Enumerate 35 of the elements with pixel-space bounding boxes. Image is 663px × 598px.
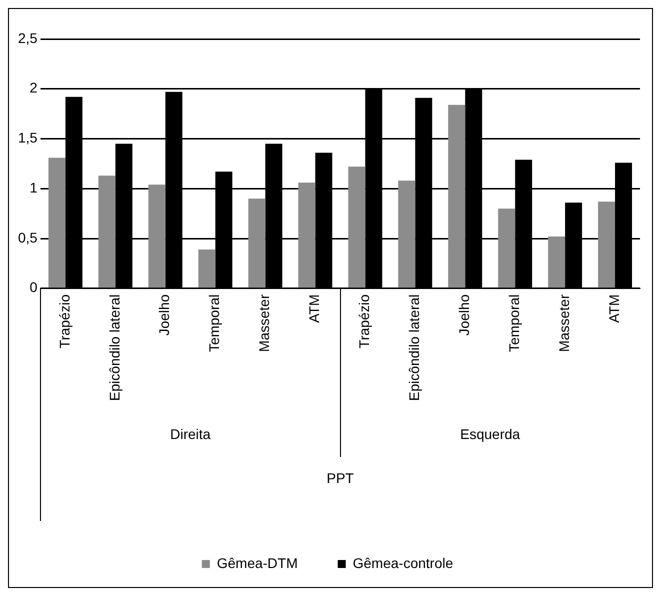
x-tick-label: Trapézio xyxy=(56,294,72,348)
bar xyxy=(48,158,66,288)
bar xyxy=(498,208,516,288)
x-tick-label: Joelho xyxy=(456,294,472,336)
text: Direita xyxy=(170,426,211,442)
bar xyxy=(298,182,316,288)
x-tick-label: Temporal xyxy=(506,294,522,352)
bar xyxy=(98,176,116,288)
bar xyxy=(148,184,166,288)
legend-label: Gêmea-controle xyxy=(352,554,454,571)
text: Esquerda xyxy=(460,426,520,442)
bar xyxy=(248,198,266,288)
x-tick-label: ATM xyxy=(606,294,622,323)
y-tick-label: 1,5 xyxy=(18,130,38,146)
y-tick-label: 0,5 xyxy=(18,229,38,246)
x-tick-label: Epicôndilo lateral xyxy=(406,294,422,402)
x-tick-label: Epicôndilo lateral xyxy=(106,294,122,402)
y-tick-label: 2 xyxy=(30,80,38,96)
x-tick-label: ATM xyxy=(306,294,322,323)
bar xyxy=(448,104,466,288)
x-tick-label: Masseter xyxy=(556,294,572,352)
x-tick-label: Joelho xyxy=(156,294,172,336)
x-tick-label: Trapézio xyxy=(356,294,372,348)
x-axis-title: PPT xyxy=(326,470,354,486)
y-tick-label: 1 xyxy=(30,179,38,196)
bar xyxy=(548,236,566,288)
bar xyxy=(348,166,366,288)
x-tick-label: Temporal xyxy=(206,294,222,352)
legend-label: Gêmea-DTM xyxy=(216,554,298,571)
y-tick-label: 2,5 xyxy=(18,30,38,46)
bar xyxy=(598,202,616,288)
y-tick-label: 0 xyxy=(30,279,38,296)
bar xyxy=(198,249,216,288)
x-tick-label: Masseter xyxy=(256,294,272,352)
bar xyxy=(398,180,416,288)
